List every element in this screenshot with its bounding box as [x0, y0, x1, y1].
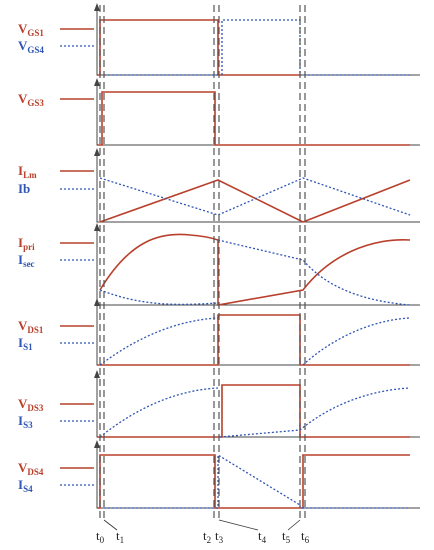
label-base: I — [18, 252, 23, 267]
label-subscript: pri — [23, 242, 35, 252]
label-base: I — [18, 477, 23, 492]
signal-label: VDS3 — [18, 396, 44, 413]
signal-label: IS3 — [18, 413, 33, 430]
time-markers — [99, 5, 306, 531]
label-base: V — [18, 38, 28, 53]
label-base: V — [18, 396, 28, 411]
label-subscript: Lm — [23, 170, 37, 180]
label-base: t — [203, 528, 207, 543]
signal-label: ILm — [18, 163, 37, 180]
label-base: V — [18, 91, 28, 106]
label-subscript: 4 — [262, 535, 267, 545]
label-base: t — [96, 528, 100, 543]
signal-label: Ipri — [18, 235, 35, 252]
label-subscript: GS1 — [27, 28, 44, 38]
signal-label: Ib — [18, 181, 30, 196]
signal-label: VDS4 — [18, 460, 44, 477]
time-label: t1 — [116, 528, 124, 545]
label-subscript: S4 — [23, 484, 33, 494]
label-subscript: GS3 — [27, 98, 44, 108]
label-subscript: S1 — [23, 342, 33, 352]
label-base: t — [282, 528, 286, 543]
label-subscript: 6 — [305, 535, 310, 545]
label-subscript: 1 — [120, 535, 125, 545]
signal-label: IS4 — [18, 477, 33, 494]
label-subscript: 2 — [207, 535, 212, 545]
label-base: I — [18, 413, 23, 428]
signal-label: Isec — [18, 252, 35, 269]
label-base: t — [215, 528, 219, 543]
signal-label: VGS1 — [18, 21, 44, 38]
label-base: Ib — [18, 181, 30, 196]
signal-label: VGS3 — [18, 91, 44, 108]
label-subscript: DS1 — [27, 325, 44, 335]
label-base: t — [301, 528, 305, 543]
label-base: I — [18, 163, 23, 178]
time-label: t2 — [203, 528, 211, 545]
axes — [94, 3, 420, 509]
label-subscript: GS4 — [27, 45, 44, 55]
label-subscript: 0 — [100, 535, 105, 545]
waveforms — [97, 19, 411, 509]
time-label: t0 — [96, 528, 105, 545]
label-base: V — [18, 318, 28, 333]
time-label: t4 — [258, 528, 267, 545]
signal-label: VDS1 — [18, 318, 44, 335]
label-base: t — [116, 528, 120, 543]
time-label: t3 — [215, 528, 224, 545]
label-base: V — [18, 21, 28, 36]
signal-label: VGS4 — [18, 38, 44, 55]
time-label: t5 — [282, 528, 291, 545]
signal-label: IS1 — [18, 335, 33, 352]
label-subscript: 5 — [286, 535, 291, 545]
time-label: t6 — [301, 528, 310, 545]
label-subscript: sec — [23, 259, 35, 269]
label-base: I — [18, 235, 23, 250]
label-base: t — [258, 528, 262, 543]
label-subscript: 3 — [219, 535, 224, 545]
label-base: V — [18, 460, 28, 475]
label-base: I — [18, 335, 23, 350]
label-subscript: DS3 — [27, 403, 44, 413]
label-subscript: DS4 — [27, 467, 44, 477]
label-subscript: S3 — [23, 420, 33, 430]
